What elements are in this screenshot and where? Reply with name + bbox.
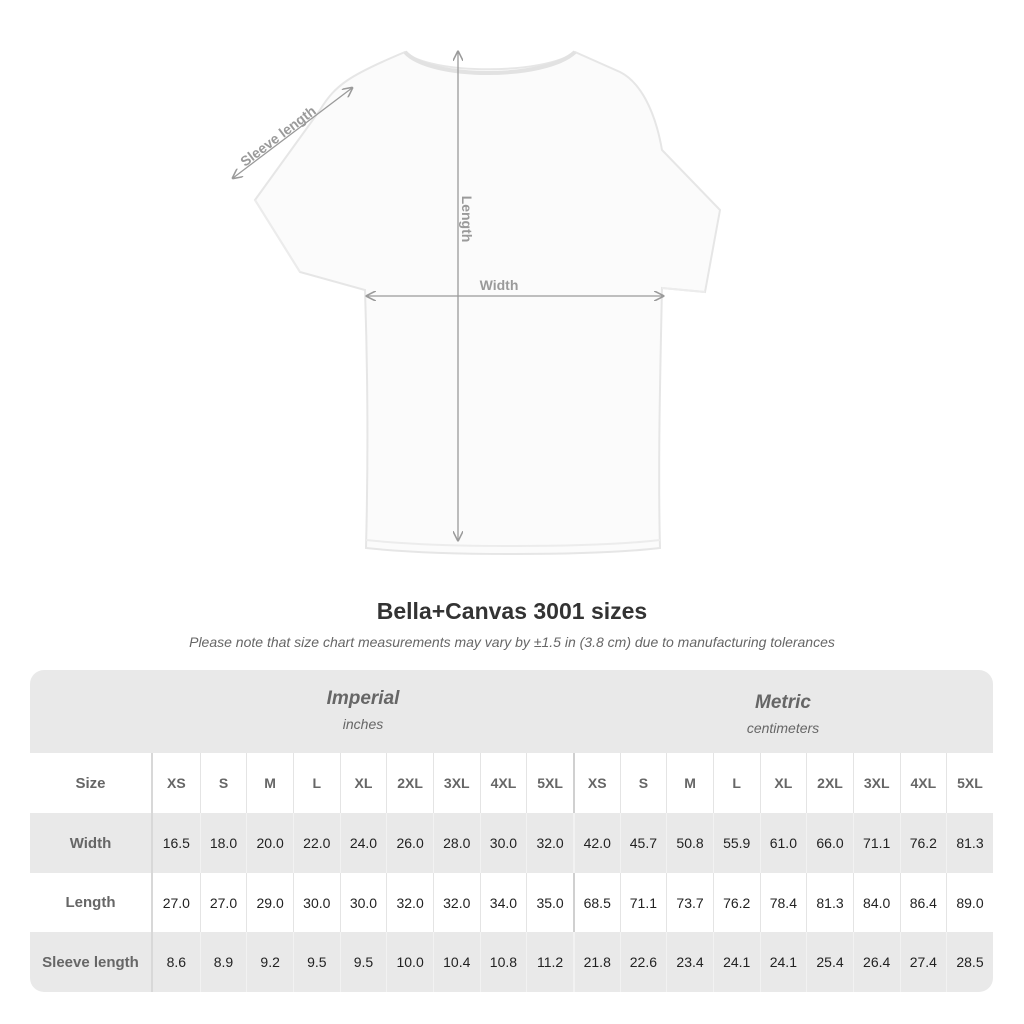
- table-cell: 28.5: [946, 932, 993, 992]
- size-header-cell: 5XL: [946, 753, 993, 813]
- width-label: Width: [480, 277, 519, 293]
- size-header-cell: 3XL: [852, 753, 900, 813]
- table-cell: 24.1: [712, 932, 760, 992]
- table-cell: 23.4: [666, 932, 713, 992]
- table-cell: 9.5: [292, 932, 340, 992]
- size-header-cell: XL: [339, 753, 387, 813]
- metric-title: Metric: [755, 692, 811, 713]
- table-cell: 27.4: [899, 932, 947, 992]
- tolerance-note: Please note that size chart measurements…: [189, 634, 835, 650]
- table-cell: 45.7: [619, 813, 667, 873]
- unit-header: Imperial inches Metric centimeters: [30, 670, 993, 753]
- table-cell: 26.4: [852, 932, 900, 992]
- row-label: Width: [30, 813, 153, 873]
- imperial-unit: inches: [342, 716, 384, 732]
- table-cell: 32.0: [432, 873, 480, 932]
- size-table: Imperial inches Metric centimeters Size X…: [30, 670, 993, 992]
- table-cell: 8.6: [166, 954, 187, 970]
- size-header-cell: L: [712, 753, 760, 813]
- tshirt-diagram: Sleeve length Length Width: [0, 50, 722, 555]
- table-cell: 27.0: [162, 894, 190, 911]
- length-label: Length: [459, 196, 475, 243]
- table-cell: 84.0: [852, 873, 900, 932]
- table-cell: 10.8: [479, 932, 527, 992]
- table-row: Length 27.0 27.0 29.0 30.0 30.0 32.0 32.0 34.0 35…: [30, 873, 993, 932]
- tshirt-shape: [253, 50, 722, 555]
- size-header-cell: 4XL: [479, 753, 527, 813]
- table-cell: 89.0: [946, 873, 993, 932]
- table-cell: 66.0: [806, 813, 853, 873]
- size-header-row: Size XS S M L XL 2XL 3XL 4XL 5XL XS S M L XL 2XL 3XL 4XL 5…: [30, 753, 993, 813]
- table-cell: 24.1: [759, 932, 807, 992]
- table-cell: 10.4: [432, 932, 480, 992]
- size-header-cell: XS: [572, 753, 620, 813]
- table-cell: 8.9: [199, 932, 247, 992]
- table-cell: 71.1: [852, 813, 900, 873]
- size-header-cell: S: [619, 753, 667, 813]
- table-cell: 78.4: [759, 873, 807, 932]
- row-label: Sleeve length: [30, 932, 153, 992]
- table-row: Sleeve length 8.6 8.9 9.2 9.5 9.5 10.0 10.4 10.8…: [30, 932, 993, 992]
- table-cell: 30.0: [339, 873, 387, 932]
- table-cell: 86.4: [899, 873, 947, 932]
- page-title: Bella+Canvas 3001 sizes: [376, 598, 648, 624]
- metric-unit: centimeters: [746, 720, 820, 736]
- table-cell: 30.0: [479, 813, 527, 873]
- table-cell: 73.7: [666, 873, 713, 932]
- table-cell: 42.0: [572, 813, 620, 873]
- table-cell: 35.0: [526, 873, 573, 932]
- table-cell: 9.5: [339, 932, 387, 992]
- table-cell: 81.3: [946, 813, 993, 873]
- size-header-cell: 4XL: [899, 753, 947, 813]
- metric-header: Metric centimeters: [573, 692, 993, 736]
- table-cell: 24.0: [339, 813, 387, 873]
- size-header-cell: M: [666, 753, 713, 813]
- table-cell: 29.0: [246, 873, 293, 932]
- row-label: Size: [30, 753, 153, 813]
- size-header-cell: 2XL: [806, 753, 853, 813]
- table-cell: 9.2: [246, 932, 293, 992]
- size-header-cell: 3XL: [432, 753, 480, 813]
- table-cell: 27.0: [199, 873, 247, 932]
- row-label: Length: [30, 873, 153, 932]
- table-cell: 22.6: [619, 932, 667, 992]
- table-cell: 11.2: [526, 932, 573, 992]
- size-header-cell: 2XL: [386, 753, 433, 813]
- table-row: Width 16.5 18.0 20.0 22.0 24.0 26.0 28.0 30.0 32.…: [30, 813, 993, 873]
- imperial-title: Imperial: [326, 688, 400, 709]
- table-cell: 16.5: [162, 835, 190, 851]
- table-cell: 26.0: [386, 813, 433, 873]
- table-cell: 76.2: [899, 813, 947, 873]
- table-cell: 10.0: [386, 932, 433, 992]
- size-header-cell: L: [292, 753, 340, 813]
- table-cell: 68.5: [572, 873, 620, 932]
- table-cell: 61.0: [759, 813, 807, 873]
- table-cell: 21.8: [572, 932, 620, 992]
- table-cell: 50.8: [666, 813, 713, 873]
- table-cell: 71.1: [619, 873, 667, 932]
- table-cell: 28.0: [432, 813, 480, 873]
- size-header-cell: M: [246, 753, 293, 813]
- table-cell: 32.0: [526, 813, 573, 873]
- table-cell: 81.3: [806, 873, 853, 932]
- size-header-cell: 5XL: [526, 753, 573, 813]
- table-cell: 34.0: [479, 873, 527, 932]
- table-cell: 55.9: [712, 813, 760, 873]
- table-cell: 20.0: [246, 813, 293, 873]
- table-cell: 76.2: [712, 873, 760, 932]
- table-cell: 30.0: [292, 873, 340, 932]
- size-header-cell: XL: [759, 753, 807, 813]
- imperial-header: Imperial inches: [153, 688, 573, 732]
- size-header-cell: XS: [166, 775, 186, 791]
- size-header-cell: S: [199, 753, 247, 813]
- table-cell: 18.0: [199, 813, 247, 873]
- table-cell: 32.0: [386, 873, 433, 932]
- table-cell: 22.0: [292, 813, 340, 873]
- table-cell: 25.4: [806, 932, 853, 992]
- sleeve-length-line: [233, 88, 352, 178]
